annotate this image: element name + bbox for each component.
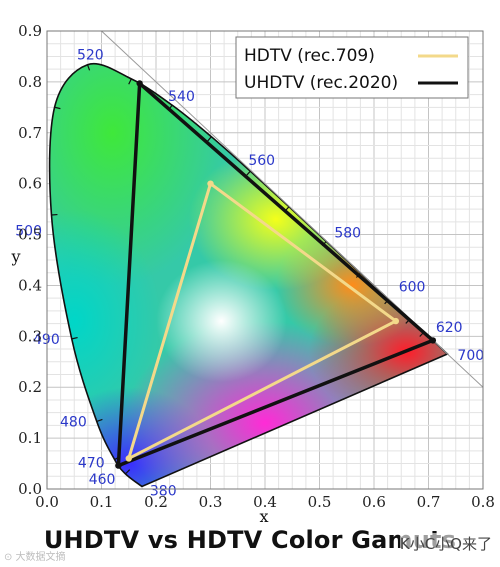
y-tick-label: 0.8 — [18, 73, 42, 91]
legend-label-uhdtv: UHDTV (rec.2020) — [244, 73, 398, 93]
uhdtv-vertex — [136, 80, 143, 87]
chart-caption: UHDTV vs HDTV Color Gamuts — [43, 526, 457, 554]
y-tick-label: 0.2 — [18, 378, 42, 396]
x-tick-label: 0.1 — [90, 493, 114, 511]
cie-chromaticity-chart: 380460470480490500520540560580600620700 … — [10, 22, 495, 525]
locus-tick — [54, 106, 61, 110]
y-axis-label: y — [10, 247, 20, 266]
watermark-right: K小C小Q来了 — [399, 533, 492, 554]
locus-tick — [125, 469, 131, 475]
y-tick-label: 0.5 — [18, 226, 42, 244]
uhdtv-vertex — [115, 462, 122, 469]
plot-frame — [46, 30, 484, 490]
x-axis-ticks: 0.0 0.1 0.2 0.3 0.4 0.5 0.6 0.7 0.8 — [35, 493, 495, 511]
x-tick-label: 0.4 — [253, 493, 277, 511]
wavelength-label: 500 — [15, 224, 42, 240]
legend: HDTV (rec.709) UHDTV (rec.2020) — [235, 36, 469, 99]
locus-tick — [207, 136, 212, 142]
x-tick-label: 0.6 — [362, 493, 386, 511]
wavelength-label: 560 — [248, 153, 275, 169]
wavelength-label: 380 — [150, 483, 177, 499]
y-tick-label: 0.0 — [18, 480, 42, 498]
x-tick-label: 0.3 — [199, 493, 223, 511]
hdtv-vertex — [125, 455, 132, 462]
y-tick-label: 0.9 — [18, 22, 42, 40]
x-tick-label: 0.0 — [35, 493, 59, 511]
locus-tick — [96, 418, 103, 423]
wavelength-label: 490 — [33, 332, 60, 348]
x-tick-label: 0.5 — [308, 493, 332, 511]
x-tick-label: 0.7 — [417, 493, 441, 511]
uhdtv-vertex — [429, 337, 437, 344]
x-tick-label: 0.8 — [471, 493, 495, 511]
locus-tick — [71, 337, 78, 340]
wavelength-label: 620 — [436, 320, 463, 336]
hdtv-vertex — [392, 317, 399, 325]
wavelength-label: 470 — [78, 456, 105, 472]
uhdtv-triangle — [116, 81, 435, 468]
y-tick-label: 0.4 — [18, 276, 42, 294]
y-axis-ticks: 0.0 0.1 0.2 0.3 0.4 0.5 0.6 0.7 0.8 0.9 — [18, 22, 42, 498]
wavelength-label: 520 — [77, 48, 104, 64]
hdtv-vertex — [207, 180, 214, 187]
wavelength-label: 540 — [168, 89, 195, 105]
y-tick-label: 0.6 — [18, 175, 42, 193]
y-tick-label: 0.7 — [18, 124, 42, 142]
wavelength-label: 580 — [334, 225, 361, 241]
locus-tick — [245, 170, 251, 177]
x-tick-label: 0.2 — [144, 493, 168, 511]
y-tick-label: 0.3 — [18, 327, 42, 345]
legend-label-hdtv: HDTV (rec.709) — [244, 46, 375, 66]
y-tick-label: 0.1 — [18, 429, 42, 447]
legend-box — [235, 36, 469, 99]
wavelength-label: 460 — [89, 472, 116, 488]
locus-tick — [128, 78, 132, 85]
x-axis-label: x — [259, 507, 268, 525]
wavelength-label: 480 — [60, 414, 87, 430]
fill-cyan-blob — [49, 209, 162, 434]
watermark-left: ⊙ 大数据文摘 — [4, 552, 66, 563]
fill-green-blob — [49, 63, 233, 286]
gamut-triangles — [115, 80, 437, 469]
fill-white-blob — [156, 260, 287, 383]
wavelength-label: 700 — [457, 348, 484, 364]
hdtv-triangle — [127, 182, 398, 460]
locus-tick — [86, 64, 91, 71]
wavelength-label: 600 — [399, 279, 426, 295]
